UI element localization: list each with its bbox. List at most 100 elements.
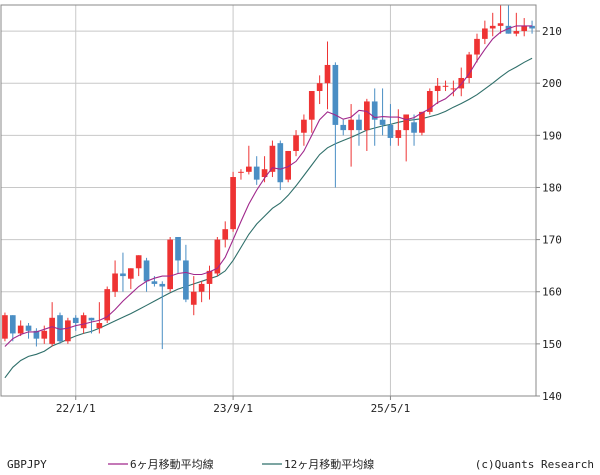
candle-body	[364, 101, 370, 131]
candle-body	[332, 64, 339, 125]
candle	[316, 75, 323, 105]
y-tick-label: 200	[542, 77, 562, 90]
candle-body	[80, 315, 87, 329]
candle	[167, 236, 173, 292]
candle	[25, 323, 32, 339]
candle	[238, 169, 244, 180]
candle-body	[175, 236, 181, 261]
candle	[442, 80, 449, 92]
candle	[340, 119, 347, 136]
candle	[253, 156, 260, 185]
candle-body	[49, 317, 55, 344]
candle-body	[324, 64, 331, 84]
candle-body	[434, 85, 441, 92]
candle	[419, 111, 425, 136]
candle	[489, 12, 496, 37]
candle-body	[419, 111, 425, 133]
candle	[183, 244, 189, 303]
candle-body	[135, 255, 142, 269]
candle-body	[505, 25, 512, 34]
legend-ma6-label: 6ヶ月移動平均線	[130, 457, 214, 471]
candle-body	[308, 91, 315, 120]
y-tick-label: 150	[542, 338, 562, 351]
candle	[175, 236, 181, 274]
candle	[474, 33, 480, 63]
candle	[521, 18, 528, 37]
candles-layer	[2, 5, 535, 350]
candle	[190, 276, 197, 316]
candle	[395, 109, 402, 146]
candle-body	[513, 31, 520, 34]
candle-body	[96, 323, 103, 329]
candle	[497, 5, 504, 34]
candle	[529, 20, 535, 34]
candle	[434, 77, 441, 105]
y-axis: 140 150 160 170 180 190 200 210	[536, 25, 562, 403]
candle-body	[2, 315, 8, 339]
candle-body	[222, 229, 229, 240]
y-tick-label: 170	[542, 234, 562, 247]
candle-body	[403, 114, 410, 131]
candle-body	[57, 315, 63, 342]
candle	[65, 317, 71, 344]
candle-body	[245, 166, 252, 172]
candle-body	[497, 23, 504, 26]
y-tick-label: 210	[542, 25, 562, 38]
ma6-layer	[4, 25, 533, 347]
candle-body	[340, 124, 347, 131]
grid-lines	[1, 5, 536, 396]
candle-body	[65, 320, 71, 342]
candle-body	[183, 260, 189, 300]
candle-body	[285, 150, 292, 180]
candle	[379, 88, 386, 136]
candle	[301, 114, 307, 146]
candle	[403, 114, 410, 162]
candle-body	[348, 119, 354, 131]
candle	[426, 88, 433, 115]
symbol-label: GBPJPY	[7, 458, 47, 471]
candle	[17, 320, 24, 337]
candle-body	[442, 85, 449, 87]
candle-body	[151, 281, 158, 284]
candle-body	[395, 130, 402, 138]
ma12-line	[4, 57, 533, 379]
candle-body	[458, 77, 465, 89]
candle	[332, 62, 339, 188]
candle	[356, 114, 362, 146]
candle-body	[88, 317, 95, 321]
candle	[222, 221, 229, 248]
candle	[88, 317, 95, 334]
candle-body	[9, 315, 16, 334]
candle-body	[41, 330, 48, 339]
candle	[112, 260, 118, 297]
candle	[458, 67, 465, 97]
candle-body	[293, 135, 299, 151]
ma6-line	[4, 25, 533, 347]
candle-body	[25, 325, 32, 331]
candle	[120, 252, 126, 292]
candle-body	[277, 143, 284, 183]
candle-body	[143, 260, 150, 282]
candle-body	[72, 317, 79, 324]
candle-body	[127, 268, 134, 279]
candle-body	[521, 25, 528, 32]
candle-body	[261, 169, 268, 178]
ma12-layer	[4, 57, 533, 379]
candle	[57, 312, 63, 344]
candle-body	[301, 119, 307, 133]
candle-body	[426, 91, 433, 112]
candle	[41, 325, 48, 344]
candle-body	[198, 283, 205, 292]
candle	[80, 312, 87, 334]
candle-body	[214, 239, 221, 274]
candle	[159, 281, 166, 350]
candle-body	[474, 38, 480, 55]
candle	[364, 98, 370, 151]
candle-body	[238, 171, 244, 173]
candle-body	[33, 330, 40, 339]
candle	[324, 41, 331, 110]
x-tick-label: 23/9/1	[213, 402, 253, 415]
y-tick-label: 180	[542, 181, 562, 194]
candle	[466, 51, 472, 84]
candle-body	[269, 145, 276, 172]
